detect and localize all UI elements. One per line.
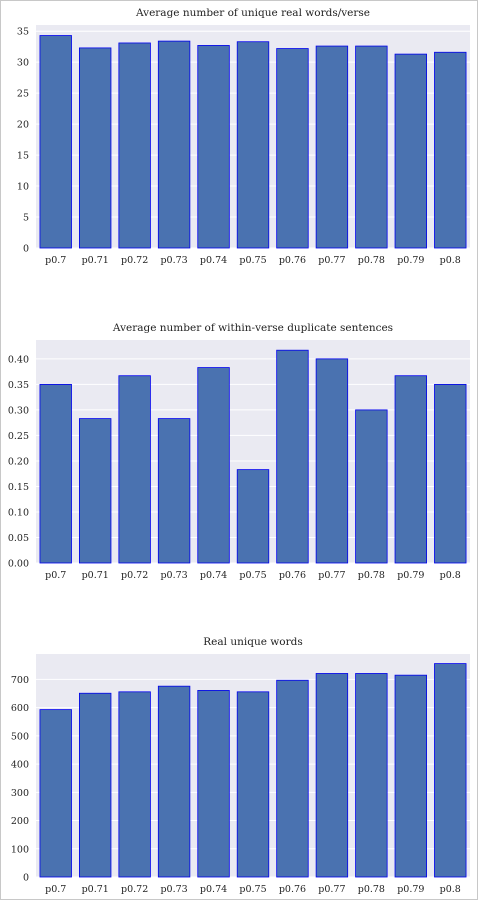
x-tick-label: p0.74 bbox=[200, 884, 227, 895]
y-tick-label: 0.30 bbox=[8, 405, 29, 416]
x-tick-label: p0.71 bbox=[82, 570, 109, 581]
bar bbox=[434, 51, 467, 249]
y-tick-label: 0.25 bbox=[8, 431, 29, 442]
x-tick-label: p0.71 bbox=[82, 884, 109, 895]
x-tick-label: p0.72 bbox=[121, 570, 148, 581]
bar bbox=[315, 673, 349, 878]
x-tick-label: p0.78 bbox=[358, 570, 385, 581]
x-tick-label: p0.8 bbox=[440, 570, 461, 581]
y-tick-label: 0.05 bbox=[8, 533, 29, 544]
chart-1: 0 5 10 15 20 25 30 35 p0.7 p0.71 p0.72 p0.73 p0.74 p0… bbox=[17, 7, 470, 266]
bar bbox=[276, 48, 309, 249]
y-tick-label: 0 bbox=[23, 244, 29, 255]
y-tick-label: 500 bbox=[11, 731, 29, 742]
bar bbox=[236, 469, 270, 564]
y-tick-label: 0.35 bbox=[8, 380, 29, 391]
bar bbox=[197, 367, 230, 564]
y-tick-label: 25 bbox=[17, 89, 29, 100]
x-tick-label: p0.79 bbox=[397, 255, 424, 266]
chart-title: Average number of within-verse duplicate… bbox=[112, 322, 393, 334]
bar bbox=[434, 663, 467, 878]
y-tick-label: 400 bbox=[11, 760, 29, 771]
bar bbox=[276, 679, 309, 878]
x-tick-label: p0.75 bbox=[239, 255, 266, 266]
x-tick-label: p0.74 bbox=[200, 570, 227, 581]
x-tick-label: p0.78 bbox=[358, 884, 385, 895]
x-tick-label: p0.73 bbox=[160, 570, 187, 581]
bar bbox=[197, 690, 230, 878]
y-tick-label: 15 bbox=[17, 151, 29, 162]
bar bbox=[197, 45, 230, 249]
bar bbox=[118, 42, 151, 249]
y-tick-label: 0.20 bbox=[8, 456, 29, 467]
y-tick-label: 200 bbox=[11, 816, 29, 827]
y-tick-label: 300 bbox=[11, 788, 29, 799]
chart-title: Real unique words bbox=[203, 636, 302, 648]
x-tick-label: p0.78 bbox=[358, 255, 385, 266]
x-tick-label: p0.71 bbox=[82, 255, 109, 266]
x-tick-label: p0.7 bbox=[45, 884, 66, 895]
y-tick-label: 20 bbox=[17, 120, 29, 131]
y-tick-label: 700 bbox=[11, 675, 29, 686]
chart-title: Average number of unique real words/vers… bbox=[135, 7, 370, 19]
x-tick-label: p0.7 bbox=[45, 255, 66, 266]
x-tick-label: p0.73 bbox=[160, 884, 187, 895]
x-tick-label: p0.79 bbox=[397, 884, 424, 895]
y-tick-label: 0.10 bbox=[8, 507, 29, 518]
bar bbox=[355, 409, 388, 564]
x-tick-label: p0.8 bbox=[440, 255, 461, 266]
x-tick-label: p0.77 bbox=[318, 570, 345, 581]
bar bbox=[118, 375, 151, 564]
x-tick-label: p0.75 bbox=[239, 570, 266, 581]
y-tick-label: 10 bbox=[17, 182, 29, 193]
x-tick-label: p0.76 bbox=[279, 884, 306, 895]
bar bbox=[157, 685, 191, 878]
y-tick-label: 0.40 bbox=[8, 354, 29, 365]
y-tick-label: 0.15 bbox=[8, 482, 29, 493]
chart-3: 0 100 200 300 400 500 600 700 p0.7 p0.71 p0.72 p0.7… bbox=[11, 636, 470, 895]
bar bbox=[315, 45, 349, 249]
x-tick-label: p0.77 bbox=[318, 255, 345, 266]
x-tick-label: p0.72 bbox=[121, 255, 148, 266]
bar bbox=[276, 349, 309, 564]
bar bbox=[118, 691, 151, 878]
x-tick-label: p0.8 bbox=[440, 884, 461, 895]
x-tick-label: p0.74 bbox=[200, 255, 227, 266]
bar bbox=[157, 418, 191, 564]
bar bbox=[315, 358, 349, 564]
x-tick-label: p0.75 bbox=[239, 884, 266, 895]
x-tick-label: p0.79 bbox=[397, 570, 424, 581]
bar bbox=[355, 673, 388, 878]
y-tick-label: 0 bbox=[23, 873, 29, 884]
bar bbox=[394, 375, 428, 564]
y-tick-label: 100 bbox=[11, 844, 29, 855]
chart-2: 0.00 0.05 0.10 0.15 0.20 0.25 0.30 0.35 0.40 p0.7… bbox=[8, 322, 470, 581]
y-tick-label: 5 bbox=[23, 213, 29, 224]
x-tick-label: p0.76 bbox=[279, 255, 306, 266]
bar bbox=[79, 418, 112, 564]
x-tick-label: p0.76 bbox=[279, 570, 306, 581]
y-tick-label: 600 bbox=[11, 703, 29, 714]
bar bbox=[39, 383, 72, 564]
bar bbox=[355, 45, 388, 249]
bar bbox=[79, 692, 112, 878]
bar bbox=[157, 40, 191, 249]
bar bbox=[394, 53, 428, 249]
y-tick-label: 30 bbox=[17, 58, 29, 69]
x-tick-label: p0.73 bbox=[160, 255, 187, 266]
x-tick-label: p0.7 bbox=[45, 570, 66, 581]
x-tick-label: p0.72 bbox=[121, 884, 148, 895]
x-tick-label: p0.77 bbox=[318, 884, 345, 895]
bar bbox=[39, 709, 72, 878]
y-tick-label: 0.00 bbox=[8, 559, 29, 570]
bar bbox=[236, 691, 270, 878]
bar bbox=[434, 383, 467, 564]
y-tick-label: 35 bbox=[17, 27, 29, 38]
bar bbox=[39, 35, 72, 249]
bar bbox=[394, 674, 428, 878]
bar bbox=[79, 47, 112, 249]
bar bbox=[236, 41, 270, 249]
